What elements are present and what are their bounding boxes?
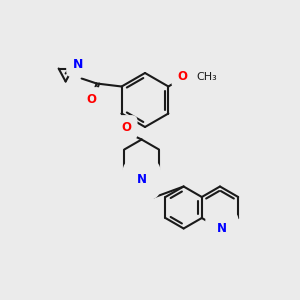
Text: O: O [177,70,188,83]
Text: N: N [72,58,83,71]
Text: CH₃: CH₃ [196,71,217,82]
Text: N: N [136,173,147,186]
Text: O: O [122,121,132,134]
Text: O: O [87,93,97,106]
Text: N: N [217,222,227,235]
Text: H: H [74,67,82,76]
